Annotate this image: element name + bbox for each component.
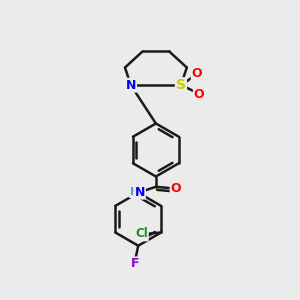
Text: O: O bbox=[194, 88, 205, 100]
Text: Cl: Cl bbox=[135, 227, 148, 240]
Text: H: H bbox=[130, 187, 139, 197]
Text: N: N bbox=[126, 79, 136, 92]
Text: O: O bbox=[171, 182, 181, 195]
Text: N: N bbox=[134, 186, 145, 199]
Text: S: S bbox=[176, 78, 186, 92]
Text: O: O bbox=[192, 67, 203, 80]
Text: F: F bbox=[131, 257, 140, 271]
